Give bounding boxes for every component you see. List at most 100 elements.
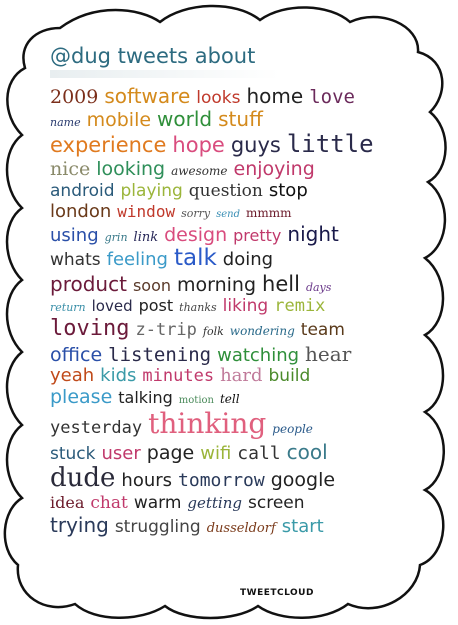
cloud-word[interactable]: sorry (181, 207, 211, 220)
cloud-word[interactable]: stuff (218, 107, 263, 131)
cloud-word[interactable]: using (50, 225, 99, 246)
cloud-word[interactable]: tomorrow (178, 470, 265, 491)
cloud-word[interactable]: software (104, 84, 191, 108)
cloud-word[interactable]: google (270, 469, 336, 491)
cloud-word[interactable]: 2009 (50, 86, 99, 108)
cloud-word[interactable]: hear (305, 342, 352, 366)
cloud-word[interactable]: wifi (200, 443, 232, 464)
cloud-word[interactable]: feeling (106, 249, 168, 270)
cloud-word[interactable]: looking (96, 158, 166, 180)
cloud-word[interactable]: chat (90, 493, 128, 513)
cloud-word[interactable]: post (138, 296, 174, 315)
cloud-word[interactable]: link (133, 230, 159, 245)
cloud-word[interactable]: dusseldorf (206, 521, 276, 536)
cloud-word[interactable]: days (305, 281, 332, 294)
cloud-word[interactable]: hours (121, 470, 173, 491)
cloud-word[interactable]: nice (50, 158, 91, 180)
cloud-word[interactable]: yesterday (50, 418, 143, 438)
cloud-word[interactable]: struggling (114, 517, 201, 537)
cloud-word[interactable]: wondering (229, 324, 295, 338)
cloud-word[interactable]: office (50, 344, 103, 366)
cloud-word[interactable]: enjoying (233, 158, 315, 180)
word-cloud: 2009 software looks home love name mobile world… (50, 86, 420, 538)
cloud-word[interactable]: name (50, 116, 81, 129)
cloud-word[interactable]: screen (248, 493, 305, 513)
word-line: nice looking awesome enjoying (50, 160, 420, 182)
cloud-word[interactable]: doing (222, 249, 274, 270)
cloud-word[interactable]: getting (187, 494, 242, 512)
cloud-word[interactable]: looks (196, 88, 241, 108)
cloud-word[interactable]: thanks (179, 301, 217, 314)
cloud-word[interactable]: people (272, 422, 313, 436)
cloud-word[interactable]: whats (50, 250, 101, 270)
word-line: name mobile world stuff (50, 109, 420, 132)
cloud-word[interactable]: hope (172, 133, 225, 157)
cloud-word[interactable]: dude (50, 463, 116, 493)
cloud-word[interactable]: page (146, 442, 195, 464)
cloud-word[interactable]: talking (118, 388, 173, 407)
word-line: london window sorry send mmmm (50, 203, 420, 224)
cloud-word[interactable]: window (117, 202, 176, 221)
cloud-word[interactable]: awesome (171, 164, 228, 178)
cloud-word[interactable]: pretty (233, 226, 282, 245)
cloud-word[interactable]: soon (132, 276, 171, 295)
word-line: 2009 software looks home love (50, 86, 420, 109)
cloud-word[interactable]: experience (50, 133, 167, 157)
cloud-word[interactable]: loving (50, 316, 130, 341)
word-line: yeah kids minutes hard build (50, 367, 420, 388)
title-underline (50, 70, 280, 78)
cloud-word[interactable]: z-trip (135, 320, 197, 340)
cloud-word[interactable]: start (281, 516, 324, 537)
cloud-word[interactable]: design (164, 224, 228, 246)
cloud-word[interactable]: stop (268, 180, 308, 201)
word-line: loving z-trip folk wondering team (50, 318, 420, 344)
cloud-word[interactable]: liking (222, 296, 269, 316)
cloud-word[interactable]: yeah (50, 365, 95, 386)
cloud-word[interactable]: grin (104, 231, 128, 244)
cloud-word[interactable]: guys (230, 133, 281, 157)
cloud-word[interactable]: watching (217, 345, 300, 366)
cloud-word[interactable]: remix (274, 296, 326, 316)
cloud-word[interactable]: hard (220, 365, 263, 386)
cloud-word[interactable]: love (309, 86, 355, 108)
cloud-word[interactable]: folk (202, 325, 224, 338)
cloud-word[interactable]: hell (262, 272, 300, 296)
cloud-word[interactable]: cool (286, 440, 328, 464)
cloud-word[interactable]: morning (177, 274, 257, 296)
cloud-word[interactable]: call (237, 443, 281, 464)
word-line: using grin link design pretty night (50, 224, 420, 247)
cloud-word[interactable]: mmmm (245, 206, 292, 220)
cloud-word[interactable]: world (157, 107, 213, 131)
cloud-word[interactable]: motion (178, 395, 214, 406)
cloud-word[interactable]: little (286, 130, 374, 158)
cloud-word[interactable]: listening (108, 344, 212, 366)
cloud-word[interactable]: user (101, 443, 141, 464)
cloud-word[interactable]: london (50, 201, 112, 222)
cloud-word[interactable]: android (50, 181, 115, 201)
cloud-word[interactable]: mobile (86, 109, 152, 131)
cloud-word[interactable]: loved (91, 297, 133, 315)
cloud-word[interactable]: please (50, 386, 113, 408)
cloud-word[interactable]: trying (50, 513, 109, 537)
cloud-word[interactable]: product (50, 272, 127, 296)
cloud-word[interactable]: tell (219, 392, 240, 406)
cloud-word[interactable]: talk (173, 245, 217, 271)
cloud-word[interactable]: thinking (148, 407, 267, 440)
cloud-word[interactable]: home (246, 84, 304, 108)
cloud-word[interactable]: send (216, 209, 240, 220)
cloud-word[interactable]: night (287, 222, 339, 246)
cloud-word[interactable]: stuck (50, 444, 96, 464)
cloud-word[interactable]: idea (50, 493, 85, 512)
cloud-word[interactable]: minutes (142, 366, 215, 386)
cloud-word[interactable]: build (268, 366, 311, 386)
word-line: android playing question stop (50, 182, 420, 203)
cloud-word[interactable]: kids (100, 365, 137, 386)
word-line: return loved post thanks liking remix (50, 298, 420, 318)
cloud-word[interactable]: question (188, 181, 263, 201)
cloud-word[interactable]: warm (133, 493, 182, 513)
cloud-outline (3, 4, 447, 620)
cloud-word[interactable]: return (50, 301, 86, 314)
cloud-word[interactable]: team (300, 320, 345, 340)
cloud-word[interactable]: playing (120, 181, 183, 201)
